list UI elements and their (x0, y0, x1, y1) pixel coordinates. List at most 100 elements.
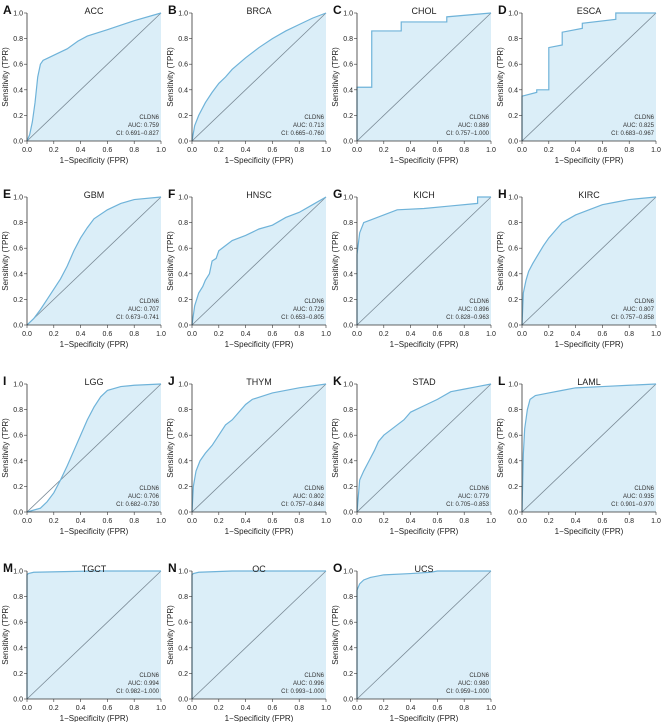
x-tick-label: 0.2 (214, 705, 224, 712)
x-tick-label: 0.4 (241, 147, 251, 154)
x-axis-label: 1−Specificity (FPR) (225, 714, 294, 722)
x-tick-label: 0.6 (103, 147, 113, 154)
y-tick-label: 0.6 (13, 246, 23, 253)
y-tick-label: 0.4 (343, 87, 353, 94)
x-tick-label: 0.4 (406, 705, 416, 712)
roc-curve-line (191, 383, 327, 513)
panel-title: TGCT (82, 564, 107, 574)
x-tick-label: 1.0 (156, 331, 166, 338)
x-tick-label: 1.0 (651, 331, 661, 338)
x-tick-label: 0.8 (129, 518, 139, 525)
y-tick-label: 1.0 (343, 382, 353, 389)
gene-annotation: CLDN6 (139, 115, 159, 121)
reference-diagonal (26, 12, 162, 142)
x-tick-label: 0.2 (49, 518, 59, 525)
ci-annotation: CI: 0.828−0.963 (446, 315, 490, 321)
x-tick-label: 0.2 (214, 331, 224, 338)
y-tick-label: 0.6 (508, 246, 518, 253)
y-tick-label: 0.6 (343, 246, 353, 253)
y-tick-label: 1.0 (508, 382, 518, 389)
x-tick-label: 0.2 (379, 147, 389, 154)
y-tick-label: 0.2 (178, 113, 188, 120)
x-tick-label: 0.6 (103, 705, 113, 712)
x-tick-label: 0.0 (517, 518, 527, 525)
y-tick-label: 1.0 (178, 11, 188, 18)
panel-title: LAML (577, 377, 601, 387)
panel-letter: E (3, 187, 11, 201)
x-tick-label: 0.4 (241, 331, 251, 338)
y-tick-label: 0.2 (178, 671, 188, 678)
gene-annotation: CLDN6 (304, 673, 324, 679)
roc-panel-tgct: 0.00.0 0.2 0.2 0.4 0.4 0.6 0.6 0.8 0.8 1.0 1.0 1−Sp… (1, 561, 166, 722)
x-axis-label: 1−Specificity (FPR) (60, 340, 129, 349)
y-tick-label: 0.6 (178, 246, 188, 253)
y-tick-label: 1.0 (343, 11, 353, 18)
panel-letter: O (333, 561, 342, 575)
y-tick-label: 0.6 (343, 62, 353, 69)
y-tick-label: 0.4 (508, 458, 518, 465)
x-tick-label: 0.8 (294, 331, 304, 338)
roc-panel-thym: 0.00.0 0.2 0.2 0.4 0.4 0.6 0.6 0.8 0.8 1.0 1.0 1−Sp… (166, 374, 331, 536)
y-tick-label: 0.4 (13, 87, 23, 94)
panel-title: ESCA (577, 6, 602, 16)
x-tick-label: 0.4 (571, 331, 581, 338)
roc-panel-esca: 0.00.0 0.2 0.2 0.4 0.4 0.6 0.6 0.8 0.8 1.0 1.0 1−Sp… (496, 3, 661, 165)
x-tick-label: 1.0 (321, 331, 331, 338)
y-tick-label: 1.0 (13, 569, 23, 576)
roc-panel-brca: 0.00.0 0.2 0.2 0.4 0.4 0.6 0.6 0.8 0.8 1.0 1.0 1−Sp… (166, 3, 331, 165)
y-tick-label: 0.0 (178, 139, 188, 146)
panel-letter: F (168, 187, 175, 201)
y-tick-label: 0.8 (13, 220, 23, 227)
y-axis-label: Sensitivity (TPR) (1, 47, 10, 107)
y-tick-label: 0.6 (508, 62, 518, 69)
x-tick-label: 1.0 (486, 518, 496, 525)
x-tick-label: 0.0 (22, 705, 32, 712)
x-tick-label: 0.6 (433, 147, 443, 154)
y-tick-label: 0.8 (13, 594, 23, 601)
x-tick-label: 0.0 (22, 331, 32, 338)
x-tick-label: 0.0 (517, 331, 527, 338)
ci-annotation: CI: 0.691−0.827 (116, 131, 160, 137)
reference-diagonal (356, 383, 492, 513)
y-tick-label: 0.2 (343, 113, 353, 120)
panel-title: ACC (84, 6, 104, 16)
y-axis-label: Sensitivity (TPR) (331, 47, 340, 107)
panel-letter: H (498, 187, 507, 201)
x-tick-label: 0.4 (406, 518, 416, 525)
panel-title: KICH (413, 190, 435, 200)
y-tick-label: 1.0 (13, 382, 23, 389)
y-tick-label: 0.8 (343, 407, 353, 414)
y-tick-label: 0.8 (343, 220, 353, 227)
y-tick-label: 0.2 (508, 297, 518, 304)
x-tick-label: 0.6 (433, 518, 443, 525)
reference-diagonal (191, 383, 327, 513)
reference-diagonal (356, 12, 492, 142)
x-tick-label: 0.2 (49, 147, 59, 154)
x-tick-label: 0.4 (76, 331, 86, 338)
ci-annotation: CI: 0.682−0.730 (116, 502, 160, 508)
gene-annotation: CLDN6 (304, 486, 324, 492)
reference-diagonal (356, 570, 492, 700)
y-tick-label: 0.4 (178, 458, 188, 465)
x-tick-label: 0.4 (241, 518, 251, 525)
y-tick-label: 0.0 (13, 697, 23, 704)
y-tick-label: 1.0 (343, 569, 353, 576)
y-axis-label: Sensitivity (TPR) (496, 47, 505, 107)
y-tick-label: 0.0 (13, 139, 23, 146)
x-tick-label: 1.0 (321, 147, 331, 154)
x-tick-label: 0.4 (76, 518, 86, 525)
x-tick-label: 0.0 (187, 518, 197, 525)
x-tick-label: 1.0 (321, 518, 331, 525)
ci-annotation: CI: 0.665−0.760 (281, 131, 325, 137)
ci-annotation: CI: 0.757−1.000 (446, 131, 490, 137)
x-axis-label: 1−Specificity (FPR) (225, 340, 294, 349)
x-axis-label: 1−Specificity (FPR) (390, 527, 459, 536)
auc-annotation: AUC: 0.996 (293, 681, 325, 687)
auc-annotation: AUC: 0.779 (458, 494, 490, 500)
reference-diagonal (26, 570, 162, 700)
x-tick-label: 0.0 (187, 705, 197, 712)
gene-annotation: CLDN6 (634, 299, 654, 305)
y-tick-label: 1.0 (178, 195, 188, 202)
x-tick-label: 0.8 (624, 518, 634, 525)
